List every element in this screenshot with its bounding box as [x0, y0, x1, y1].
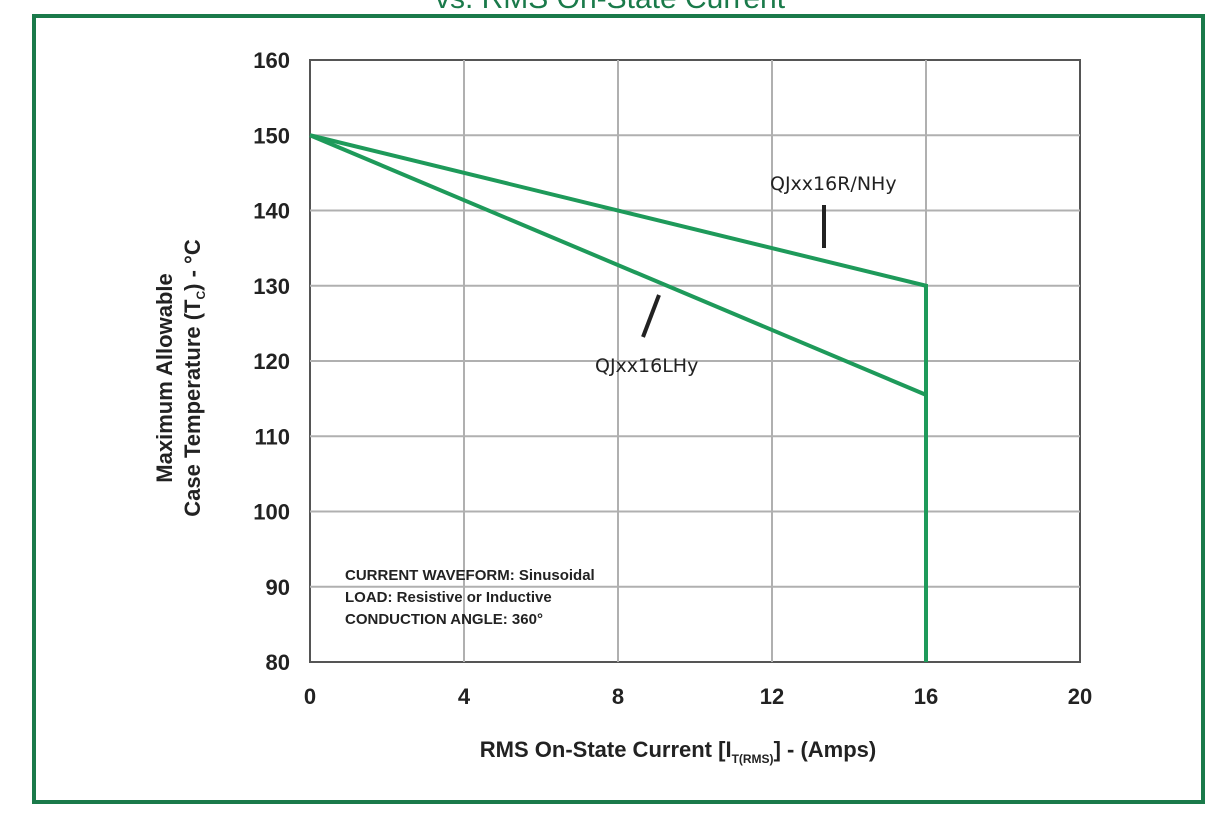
annotation-line-2: LOAD: Resistive or Inductive: [345, 589, 552, 606]
series-label-lhy: QJxx16LHy: [595, 355, 698, 377]
y-tick-labels: 80 90 100 110 120 130 140 150 160: [253, 48, 290, 675]
y-tick-label: 100: [253, 500, 290, 525]
y-axis-label-line2: Case Temperature (TC) - °C: [180, 239, 208, 517]
x-tick-label: 4: [458, 684, 471, 709]
series-lines: [309, 133, 928, 662]
x-tick-label: 12: [760, 684, 784, 709]
annotation-line-1: CURRENT WAVEFORM: Sinusoidal: [345, 567, 595, 584]
annotation-line-3: CONDUCTION ANGLE: 360°: [345, 611, 543, 628]
x-axis-label: RMS On-State Current [IT(RMS)] - (Amps): [480, 737, 876, 766]
y-tick-label: 110: [255, 424, 291, 449]
y-tick-label: 160: [253, 48, 290, 73]
x-tick-label: 8: [612, 684, 624, 709]
x-tick-label: 16: [914, 684, 938, 709]
y-tick-label: 80: [266, 650, 290, 675]
grid-lines: [310, 60, 1080, 662]
y-tick-label: 120: [253, 349, 290, 374]
y-tick-label: 90: [266, 575, 290, 600]
leader-line-lhy: [641, 294, 661, 338]
chart-frame: [32, 14, 1205, 804]
series-leader-lines: [641, 205, 826, 338]
x-tick-label: 20: [1068, 684, 1092, 709]
series-line-1: [309, 133, 928, 662]
chart-title: vs. RMS On-State Current: [435, 0, 786, 15]
x-tick-label: 0: [304, 684, 316, 709]
y-tick-label: 150: [253, 123, 290, 148]
x-tick-labels: 0 4 8 12 16 20: [304, 684, 1092, 709]
y-axis-label-line1: Maximum Allowable: [152, 273, 177, 482]
y-tick-label: 130: [253, 274, 290, 299]
y-tick-label: 140: [253, 199, 290, 224]
series-label-r-nhy: QJxx16R/NHy: [770, 173, 897, 195]
